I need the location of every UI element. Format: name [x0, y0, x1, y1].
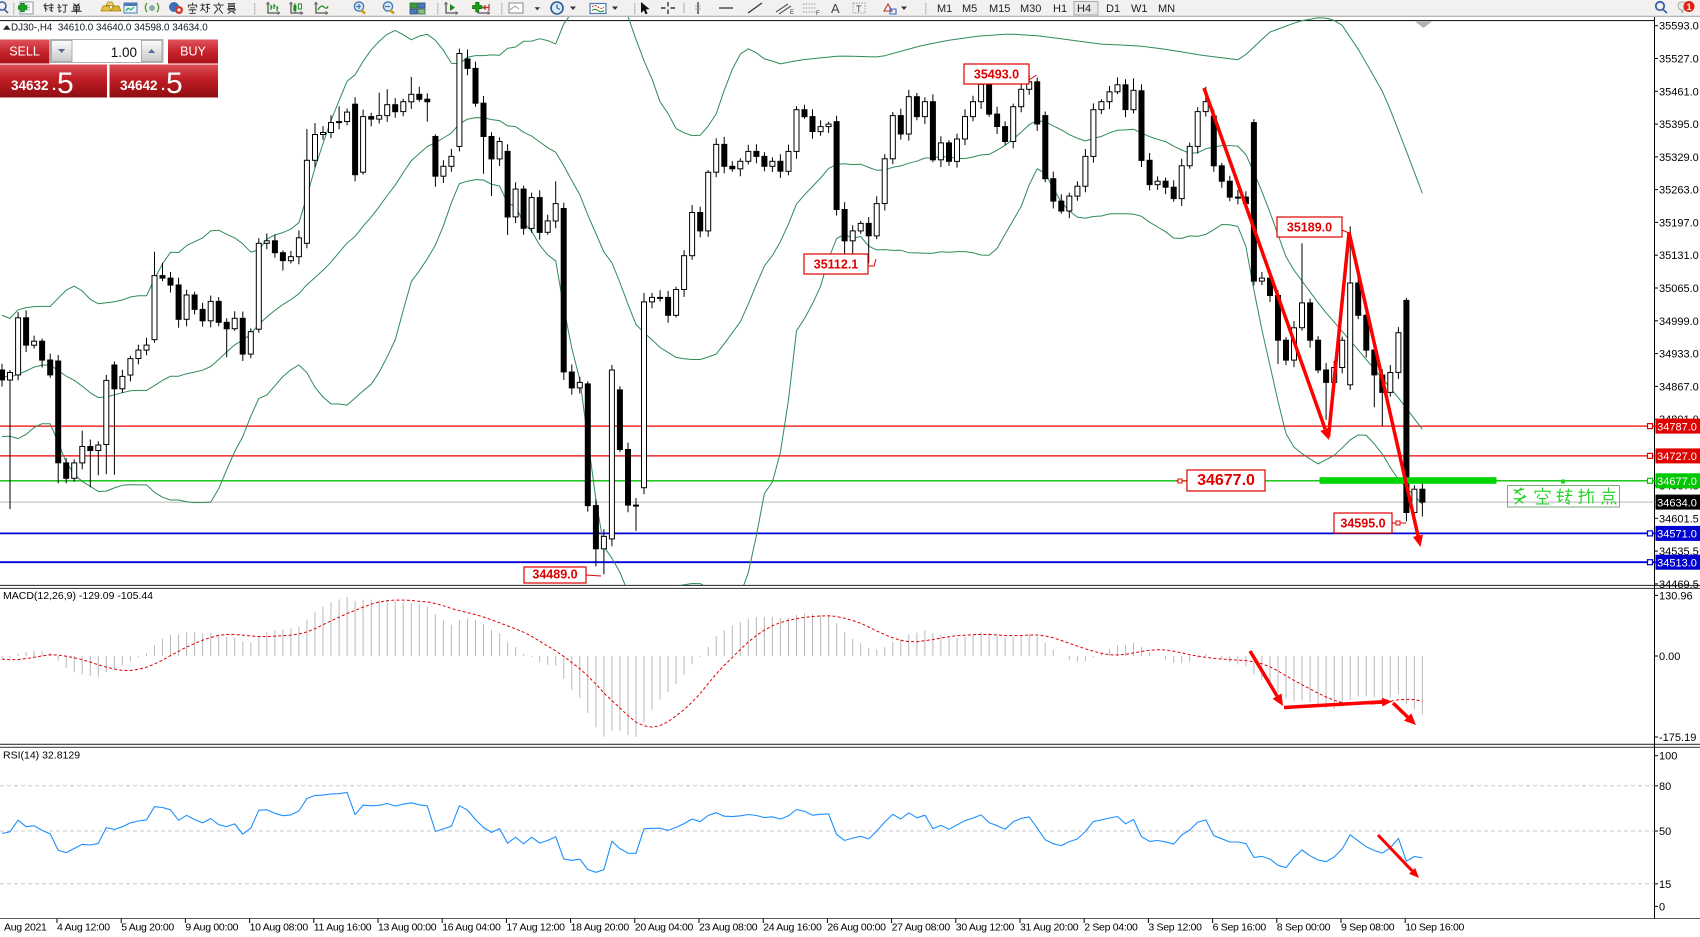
svg-text:34867.0: 34867.0	[1659, 381, 1699, 393]
svg-text:9 Aug 00:00: 9 Aug 00:00	[185, 922, 238, 934]
svg-text:17 Aug 12:00: 17 Aug 12:00	[506, 922, 565, 934]
svg-text:E: E	[790, 10, 794, 16]
svg-text:80: 80	[1659, 781, 1671, 793]
svg-text:.: .	[52, 77, 56, 94]
svg-text:34595.0: 34595.0	[1340, 516, 1385, 530]
svg-text:F: F	[816, 11, 820, 17]
svg-text:8 Sep 00:00: 8 Sep 00:00	[1277, 922, 1331, 934]
svg-text:15: 15	[1659, 879, 1671, 891]
svg-text:31 Aug 20:00: 31 Aug 20:00	[1020, 922, 1079, 934]
svg-text:34489.0: 34489.0	[532, 568, 577, 582]
svg-text:34999.0: 34999.0	[1659, 316, 1699, 328]
svg-text:34571.0: 34571.0	[1657, 529, 1697, 541]
svg-text:34787.0: 34787.0	[1657, 421, 1697, 433]
svg-text:M5: M5	[962, 3, 977, 15]
svg-text:W1: W1	[1131, 3, 1148, 15]
svg-text:10 Aug 08:00: 10 Aug 08:00	[250, 922, 309, 934]
svg-text:SELL: SELL	[9, 45, 40, 59]
svg-text:16 Aug 04:00: 16 Aug 04:00	[442, 922, 501, 934]
svg-text:34642: 34642	[120, 78, 158, 93]
svg-text:130.96: 130.96	[1659, 590, 1693, 602]
svg-text:T: T	[856, 4, 862, 14]
svg-text:5 Aug 20:00: 5 Aug 20:00	[121, 922, 174, 934]
svg-text:H4: H4	[1077, 3, 1091, 15]
svg-text:A: A	[831, 1, 840, 16]
svg-text:3 Sep 12:00: 3 Sep 12:00	[1148, 922, 1202, 934]
svg-text:35493.0: 35493.0	[974, 67, 1019, 81]
svg-text:35131.0: 35131.0	[1659, 250, 1699, 262]
svg-text:35263.0: 35263.0	[1659, 185, 1699, 197]
svg-text:24 Aug 16:00: 24 Aug 16:00	[763, 922, 822, 934]
svg-text:34677.0: 34677.0	[1657, 476, 1697, 488]
svg-text:35593.0: 35593.0	[1659, 21, 1699, 33]
svg-text:20 Aug 04:00: 20 Aug 04:00	[635, 922, 694, 934]
svg-text:23 Aug 08:00: 23 Aug 08:00	[699, 922, 758, 934]
svg-text:H1: H1	[1053, 3, 1067, 15]
svg-text:100: 100	[1659, 751, 1677, 763]
svg-text:34933.0: 34933.0	[1659, 349, 1699, 361]
svg-text:5: 5	[57, 67, 74, 100]
svg-text:35527.0: 35527.0	[1659, 54, 1699, 66]
svg-text:30 Aug 12:00: 30 Aug 12:00	[956, 922, 1015, 934]
svg-text:M1: M1	[937, 3, 952, 15]
svg-text:35461.0: 35461.0	[1659, 86, 1699, 98]
svg-text:1.00: 1.00	[111, 45, 137, 60]
svg-text:35395.0: 35395.0	[1659, 119, 1699, 131]
svg-text:MN: MN	[1158, 3, 1175, 15]
svg-text:34632: 34632	[11, 78, 49, 93]
svg-text:35197.0: 35197.0	[1659, 217, 1699, 229]
svg-text:27 Aug 08:00: 27 Aug 08:00	[892, 922, 951, 934]
svg-text:2 Sep 04:00: 2 Sep 04:00	[1084, 922, 1138, 934]
svg-text:34677.0: 34677.0	[1197, 472, 1255, 489]
svg-text:1: 1	[1686, 2, 1691, 12]
svg-text:M30: M30	[1020, 3, 1041, 15]
svg-text:50: 50	[1659, 826, 1671, 838]
svg-text:34513.0: 34513.0	[1657, 557, 1697, 569]
svg-text:34469.5: 34469.5	[1659, 579, 1699, 591]
svg-text:10 Sep 16:00: 10 Sep 16:00	[1405, 922, 1464, 934]
svg-text:5: 5	[166, 67, 183, 100]
svg-text:34727.0: 34727.0	[1657, 451, 1697, 463]
svg-text:0.00: 0.00	[1659, 651, 1680, 663]
svg-text:13 Aug 00:00: 13 Aug 00:00	[378, 922, 437, 934]
svg-text:MACD(12,26,9) -129.09 -105.44: MACD(12,26,9) -129.09 -105.44	[3, 590, 153, 602]
svg-text:35329.0: 35329.0	[1659, 152, 1699, 164]
svg-text:9 Sep 08:00: 9 Sep 08:00	[1341, 922, 1395, 934]
svg-text:18 Aug 20:00: 18 Aug 20:00	[571, 922, 630, 934]
svg-text:D1: D1	[1106, 3, 1120, 15]
svg-text:35112.1: 35112.1	[814, 257, 859, 271]
svg-text:M15: M15	[989, 3, 1010, 15]
svg-text:35065.0: 35065.0	[1659, 283, 1699, 295]
svg-text:Aug 2021: Aug 2021	[4, 922, 47, 934]
svg-text:-175.19: -175.19	[1659, 732, 1696, 744]
svg-text:0: 0	[1659, 901, 1665, 913]
svg-text:.: .	[161, 77, 165, 94]
svg-text:34601.5: 34601.5	[1659, 513, 1699, 525]
svg-text:26 Aug 00:00: 26 Aug 00:00	[827, 922, 886, 934]
svg-text:35189.0: 35189.0	[1287, 220, 1332, 234]
svg-text:DJ30-,H4 34610.0 34640.0 3459: DJ30-,H4 34610.0 34640.0 34598.0 34634.0	[11, 23, 208, 34]
svg-text:4 Aug 12:00: 4 Aug 12:00	[57, 922, 110, 934]
svg-text:34634.0: 34634.0	[1657, 497, 1697, 509]
svg-text:RSI(14) 32.8129: RSI(14) 32.8129	[3, 750, 80, 762]
svg-text:BUY: BUY	[180, 45, 206, 59]
svg-text:11 Aug 16:00: 11 Aug 16:00	[314, 922, 372, 934]
svg-text:6 Sep 16:00: 6 Sep 16:00	[1213, 922, 1267, 934]
